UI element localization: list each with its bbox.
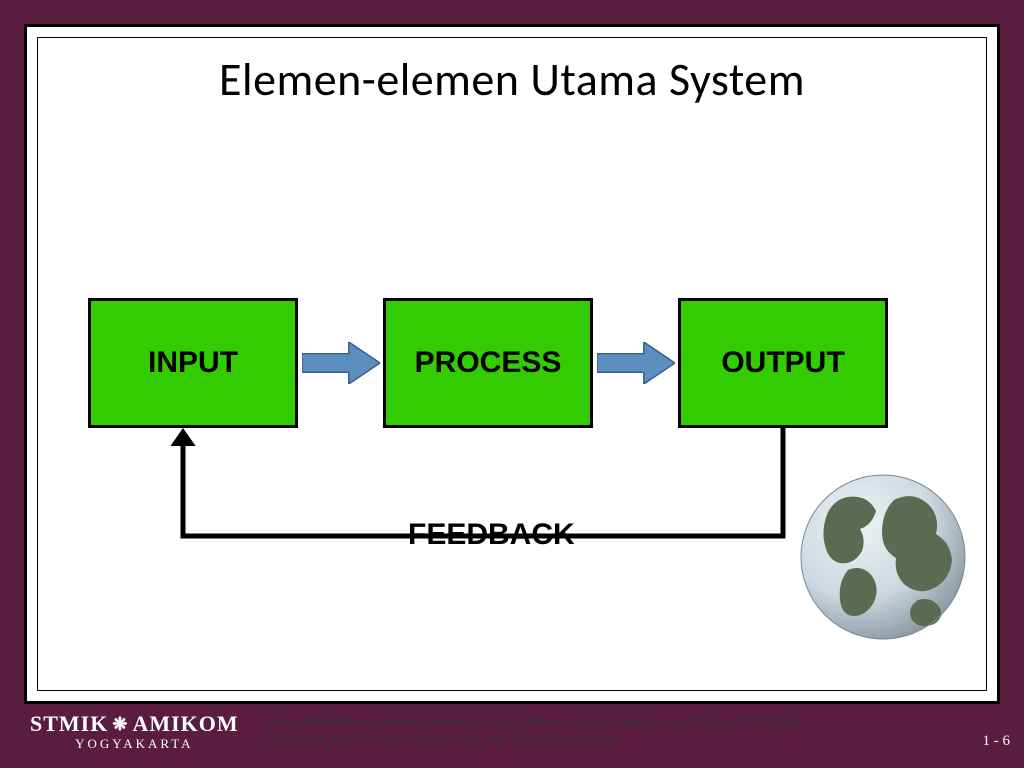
arrow-right-1 — [302, 342, 380, 384]
credit-line1-plain: PowerPoint Presentation for Dennis & Hal… — [267, 715, 571, 730]
feedback-label: FEEDBACK — [408, 518, 575, 552]
globe-icon — [798, 472, 968, 642]
footer-bar: STMIK ❋ AMIKOM YOGYAKARTA PowerPoint Pre… — [24, 704, 1000, 758]
credit-line1-italic: Systems Analysis and Design, 2ⁿᵈ Edition — [571, 715, 801, 730]
node-process: PROCESS — [383, 298, 593, 428]
slide-title: Elemen-elemen Utama System — [38, 38, 986, 108]
credits-text: PowerPoint Presentation for Dennis & Hal… — [267, 714, 801, 749]
credit-line2: Copyright 2003 © John Wiley & Sons, Inc.… — [267, 731, 801, 749]
node-input: INPUT — [88, 298, 298, 428]
slide-inner-border: Elemen-elemen Utama System FEEDBACK INPU… — [37, 37, 987, 691]
logo-star-icon: ❋ — [112, 715, 128, 733]
logo-text-bottom: YOGYAKARTA — [75, 737, 193, 750]
page-number: 1 - 6 — [983, 733, 1011, 750]
slide-inner-frame: Elemen-elemen Utama System FEEDBACK INPU… — [24, 24, 1000, 704]
logo-text-right: AMIKOM — [132, 713, 238, 735]
arrow-right-2 — [597, 342, 675, 384]
logo-text-left: STMIK — [30, 713, 108, 735]
slide-outer-frame: Elemen-elemen Utama System FEEDBACK INPU… — [0, 0, 1024, 768]
logo-amikom: STMIK ❋ AMIKOM YOGYAKARTA — [30, 713, 239, 750]
node-output: OUTPUT — [678, 298, 888, 428]
